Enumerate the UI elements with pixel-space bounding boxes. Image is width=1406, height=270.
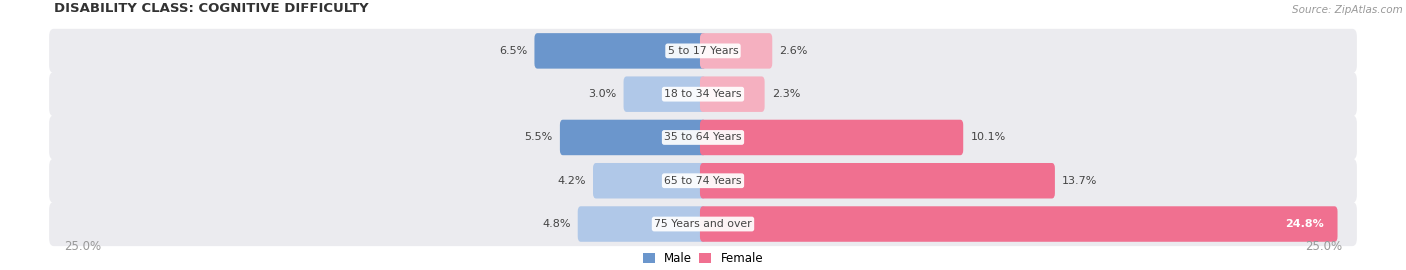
Text: 2.3%: 2.3% [772, 89, 800, 99]
FancyBboxPatch shape [534, 33, 706, 69]
FancyBboxPatch shape [593, 163, 706, 198]
FancyBboxPatch shape [623, 76, 706, 112]
Text: 4.8%: 4.8% [543, 219, 571, 229]
FancyBboxPatch shape [49, 72, 1357, 116]
Text: 25.0%: 25.0% [63, 241, 101, 254]
FancyBboxPatch shape [700, 206, 1337, 242]
FancyBboxPatch shape [700, 76, 765, 112]
Text: 6.5%: 6.5% [499, 46, 527, 56]
FancyBboxPatch shape [578, 206, 706, 242]
Text: 4.2%: 4.2% [557, 176, 586, 186]
FancyBboxPatch shape [700, 120, 963, 155]
FancyBboxPatch shape [49, 29, 1357, 73]
Text: 5.5%: 5.5% [524, 133, 553, 143]
FancyBboxPatch shape [49, 202, 1357, 246]
Text: 5 to 17 Years: 5 to 17 Years [668, 46, 738, 56]
Text: 75 Years and over: 75 Years and over [654, 219, 752, 229]
Text: DISABILITY CLASS: COGNITIVE DIFFICULTY: DISABILITY CLASS: COGNITIVE DIFFICULTY [53, 2, 368, 15]
FancyBboxPatch shape [560, 120, 706, 155]
Text: 24.8%: 24.8% [1285, 219, 1324, 229]
Text: 13.7%: 13.7% [1062, 176, 1098, 186]
FancyBboxPatch shape [700, 33, 772, 69]
FancyBboxPatch shape [49, 115, 1357, 160]
Text: 10.1%: 10.1% [970, 133, 1005, 143]
Legend: Male, Female: Male, Female [638, 247, 768, 270]
FancyBboxPatch shape [49, 159, 1357, 203]
Text: 25.0%: 25.0% [1305, 241, 1343, 254]
Text: 18 to 34 Years: 18 to 34 Years [664, 89, 742, 99]
Text: Source: ZipAtlas.com: Source: ZipAtlas.com [1292, 5, 1403, 15]
Text: 35 to 64 Years: 35 to 64 Years [664, 133, 742, 143]
Text: 3.0%: 3.0% [588, 89, 616, 99]
FancyBboxPatch shape [700, 163, 1054, 198]
Text: 65 to 74 Years: 65 to 74 Years [664, 176, 742, 186]
Text: 2.6%: 2.6% [779, 46, 808, 56]
